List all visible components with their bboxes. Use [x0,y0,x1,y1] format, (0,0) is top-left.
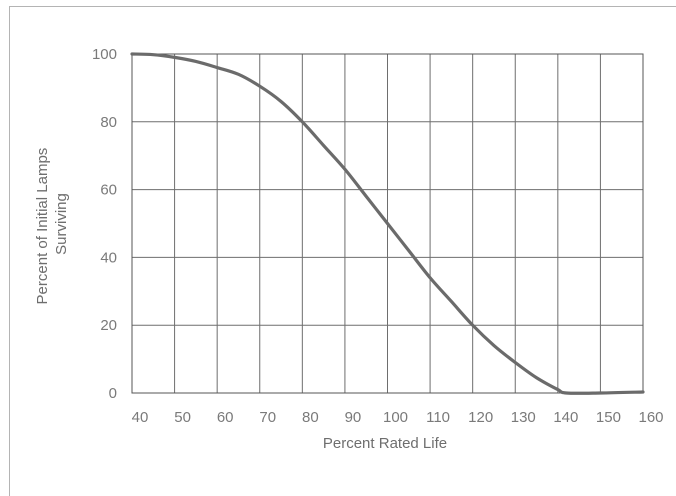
x-tick-label: 100 [383,409,408,426]
x-tick-label: 140 [553,409,578,426]
x-tick-label: 160 [638,409,663,426]
y-tick-label: 100 [92,46,117,63]
y-tick-label: 80 [100,114,117,131]
x-axis-label: Percent Rated Life [323,435,447,452]
y-tick-labels: 100 80 60 40 20 0 [92,46,117,402]
x-tick-label: 80 [302,409,319,426]
x-tick-label: 150 [596,409,621,426]
y-axis-label-line-2: Surviving [53,193,70,255]
x-tick-label: 120 [468,409,493,426]
x-tick-labels: 40 50 60 70 80 90 100 110 120 130 140 150 160 [132,409,664,426]
y-axis-label-line-1: Percent of Initial Lamps [34,148,51,305]
survival-chart: 40 50 60 70 80 90 100 110 120 130 140 150 160 100 80 6… [0,0,676,483]
x-tick-label: 90 [345,409,362,426]
x-tick-label: 130 [511,409,536,426]
x-tick-label: 110 [426,409,450,426]
y-tick-label: 0 [109,385,117,402]
x-tick-label: 50 [174,409,191,426]
x-tick-label: 70 [259,409,276,426]
y-tick-label: 20 [100,317,117,334]
x-tick-label: 40 [132,409,149,426]
y-axis-label: Percent of Initial Lamps Surviving [34,144,70,305]
x-tick-label: 60 [217,409,234,426]
y-tick-label: 60 [100,182,117,199]
y-tick-label: 40 [100,249,117,266]
